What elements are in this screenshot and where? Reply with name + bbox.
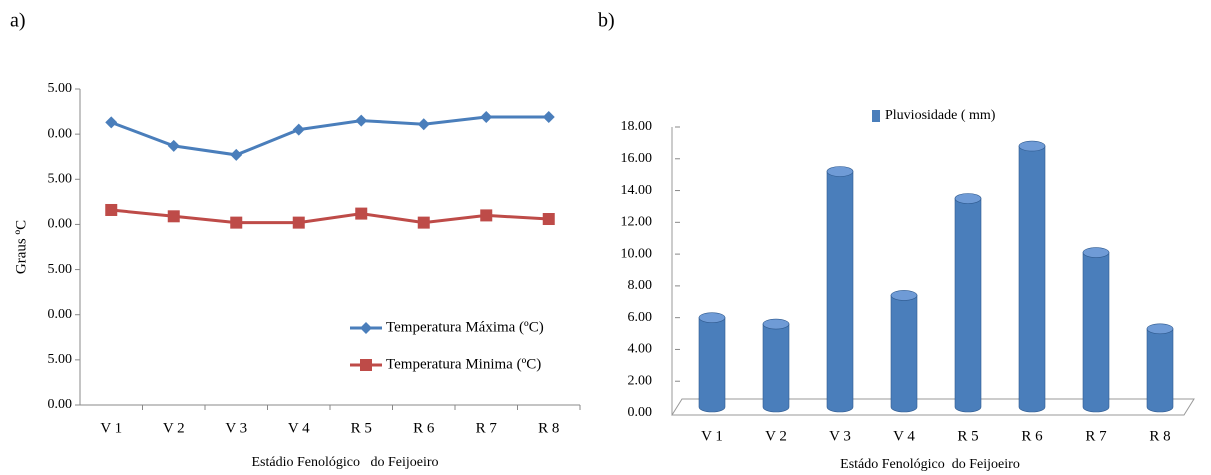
x-tick-label: R 7: [476, 420, 498, 436]
bar-top: [762, 318, 790, 330]
bar: [762, 323, 790, 413]
y-tick-label: 16.00: [621, 151, 653, 166]
y-tick-label: 5.00: [48, 81, 73, 96]
bar-top: [826, 166, 854, 177]
marker: [167, 210, 180, 223]
bar: [698, 317, 726, 413]
marker: [230, 148, 243, 161]
x-tick-label: R 5: [351, 420, 372, 436]
x-tick-label: V 4: [288, 420, 310, 436]
marker: [230, 216, 243, 229]
marker: [480, 209, 493, 222]
bar: [890, 295, 918, 413]
bar: [1082, 252, 1110, 413]
legend-swatch: [872, 110, 880, 122]
marker: [167, 139, 180, 152]
marker: [542, 110, 555, 123]
x-tick-label: R 8: [1149, 428, 1170, 444]
x-axis-label: Estádo Fenológico do Feijoeiro: [840, 457, 1020, 472]
legend-label: Temperatura Máxima (ºC): [386, 319, 544, 335]
y-tick-label: 6.00: [628, 310, 653, 325]
floor: [671, 398, 1195, 416]
y-tick-label: 5.00: [48, 352, 73, 367]
bar: [1146, 328, 1174, 413]
legend-label: Pluviosidade ( mm): [885, 108, 996, 123]
y-tick-label: 0.00: [48, 126, 73, 141]
y-axis-label: Graus ºC: [13, 220, 29, 274]
x-tick-label: V 3: [829, 428, 851, 444]
x-tick-label: R 6: [1021, 428, 1043, 444]
legend-marker: [360, 322, 372, 334]
x-tick-label: R 8: [538, 420, 559, 436]
x-axis-label: Estádio Fenológico do Feijoeiro: [251, 455, 438, 470]
legend-marker: [360, 359, 372, 371]
bar-top: [890, 290, 918, 301]
x-tick-label: V 3: [225, 420, 247, 436]
marker: [105, 203, 118, 216]
y-tick-label: 4.00: [628, 342, 653, 357]
y-tick-label: 18.00: [621, 119, 653, 134]
y-tick-label: 12.00: [621, 215, 653, 230]
marker: [105, 116, 118, 129]
marker: [355, 207, 368, 220]
y-tick-label: 0.00: [48, 307, 73, 322]
x-tick-label: R 7: [1085, 428, 1107, 444]
x-tick-label: R 6: [413, 420, 435, 436]
x-tick-label: V 4: [893, 428, 915, 444]
marker: [292, 123, 305, 136]
y-tick-label: 5.00: [48, 172, 73, 187]
panel-label: a): [10, 10, 26, 32]
y-tick-label: 5.00: [48, 262, 73, 277]
bar: [826, 171, 854, 413]
bar: [1018, 145, 1046, 413]
bar: [954, 198, 982, 413]
bar-top: [1146, 323, 1174, 335]
y-tick-label: 14.00: [621, 183, 653, 198]
y-tick-label: 0.00: [48, 217, 73, 232]
marker: [292, 216, 305, 229]
y-tick-label: 0.00: [628, 405, 653, 420]
panel-label: b): [598, 10, 615, 32]
bar-top: [698, 312, 726, 323]
marker: [542, 213, 555, 226]
marker: [355, 114, 368, 127]
marker: [417, 216, 430, 229]
x-tick-label: V 2: [765, 428, 787, 444]
y-tick-label: 2.00: [628, 373, 653, 388]
x-tick-label: V 2: [163, 420, 185, 436]
y-tick-label: 0.00: [48, 397, 73, 412]
marker: [480, 110, 493, 123]
bar-top: [954, 193, 982, 204]
legend-label: Temperatura Minima (ºC): [386, 356, 541, 372]
marker: [417, 118, 430, 131]
x-tick-label: V 1: [100, 420, 122, 436]
y-tick-label: 10.00: [621, 246, 653, 261]
x-tick-label: R 5: [957, 428, 978, 444]
y-tick-label: 8.00: [628, 278, 653, 293]
bar-top: [1082, 247, 1110, 258]
line-series: [110, 115, 549, 157]
bar-top: [1018, 140, 1046, 152]
x-tick-label: V 1: [701, 428, 723, 444]
line-series: [111, 208, 549, 225]
